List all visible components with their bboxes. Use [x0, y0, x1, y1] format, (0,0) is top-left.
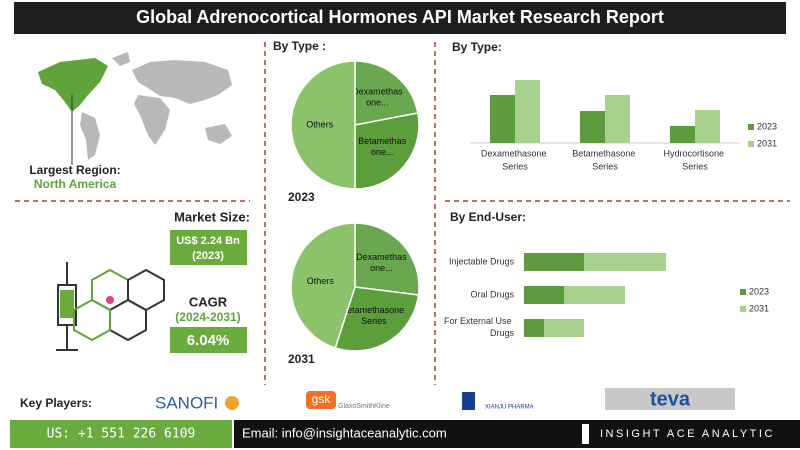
- bar: [524, 253, 584, 271]
- key-players-label: Key Players:: [20, 396, 92, 410]
- header-bar: [14, 2, 786, 34]
- x-tick-label: Hydrocortisone Series: [663, 149, 726, 172]
- pie-slice: [290, 222, 356, 349]
- brand: INSIGHT ACE ANALYTIC: [600, 428, 775, 440]
- bar: [695, 110, 720, 143]
- legend-swatch: [748, 141, 754, 147]
- market-size-value: US$ 2.24 Bn: [176, 235, 240, 247]
- pie-slice: [290, 60, 356, 190]
- slice-label: Dexamethas one...: [352, 87, 403, 108]
- bar: [524, 286, 564, 304]
- region-value: North America: [34, 177, 117, 191]
- bar: [584, 253, 666, 271]
- legend-swatch: [740, 306, 746, 312]
- chart-title: By End-User:: [450, 210, 526, 224]
- bar: [490, 95, 515, 143]
- legend-swatch: [740, 289, 746, 295]
- chart-title: By Type:: [452, 40, 502, 54]
- logo-mark: [225, 396, 239, 410]
- email: Email: info@insightaceanalytic.com: [242, 425, 447, 440]
- chart-subtitle: 2031: [288, 352, 315, 366]
- slice-label: Betamethasone Series: [341, 306, 407, 327]
- chart-subtitle: 2023: [288, 190, 315, 204]
- pie-slice: [354, 222, 420, 296]
- company-logo: gsk: [312, 392, 332, 406]
- logo-mark: [462, 392, 475, 410]
- bar: [544, 319, 584, 337]
- bar: [580, 111, 605, 143]
- pie-slice: [354, 112, 420, 190]
- x-tick-label: Dexamethasone Series: [481, 149, 549, 172]
- y-tick-label: Oral Drugs: [470, 289, 514, 299]
- bar: [564, 286, 625, 304]
- molecule-icon: [56, 262, 165, 351]
- company-logo: SANOFI: [155, 393, 218, 412]
- market-size-year: (2023): [192, 250, 224, 262]
- pie-slice: [334, 286, 420, 352]
- cagr-period: (2024-2031): [175, 310, 240, 324]
- logo-mark: [605, 388, 735, 410]
- page-title: Global Adrenocortical Hormones API Marke…: [136, 7, 664, 27]
- slice-label: Dexamethas one...: [356, 253, 407, 274]
- legend-swatch: [748, 124, 754, 130]
- y-tick-label: Injectable Drugs: [449, 256, 515, 266]
- bar: [670, 126, 695, 143]
- region-label: Largest Region:: [29, 163, 120, 177]
- cagr-box: [170, 327, 247, 353]
- phone: US: +1 551 226 6109: [47, 427, 196, 442]
- cagr-label: CAGR: [189, 294, 228, 309]
- pie-slice: [354, 60, 419, 126]
- x-tick-label: Betamethasone Series: [572, 149, 638, 172]
- footer-bar: [234, 420, 800, 448]
- company-logo: XIANJU PHARMA: [485, 405, 534, 411]
- bar: [605, 95, 630, 143]
- world-map: [38, 52, 232, 165]
- slice-label: Others: [307, 276, 335, 286]
- company-logo: teva: [650, 388, 691, 410]
- market-size-box: [170, 230, 247, 265]
- slice-label: Betamethas one...: [358, 136, 407, 157]
- y-tick-label: For External Use Drugs: [444, 316, 515, 338]
- legend-label: 2031: [757, 138, 777, 148]
- legend-label: 2031: [749, 303, 769, 313]
- phone-box: [10, 420, 232, 448]
- cagr-value: 6.04%: [187, 332, 230, 349]
- legend-label: 2023: [757, 121, 777, 131]
- company-logo: GlaxoSmithKline: [338, 403, 390, 410]
- brand-icon: [582, 424, 589, 444]
- logo-mark: [306, 391, 336, 409]
- bar: [524, 319, 544, 337]
- chart-title: By Type :: [273, 39, 326, 53]
- slice-label: Others: [306, 119, 334, 129]
- bar: [515, 80, 540, 143]
- market-size-label: Market Size:: [174, 209, 250, 224]
- legend-label: 2023: [749, 286, 769, 296]
